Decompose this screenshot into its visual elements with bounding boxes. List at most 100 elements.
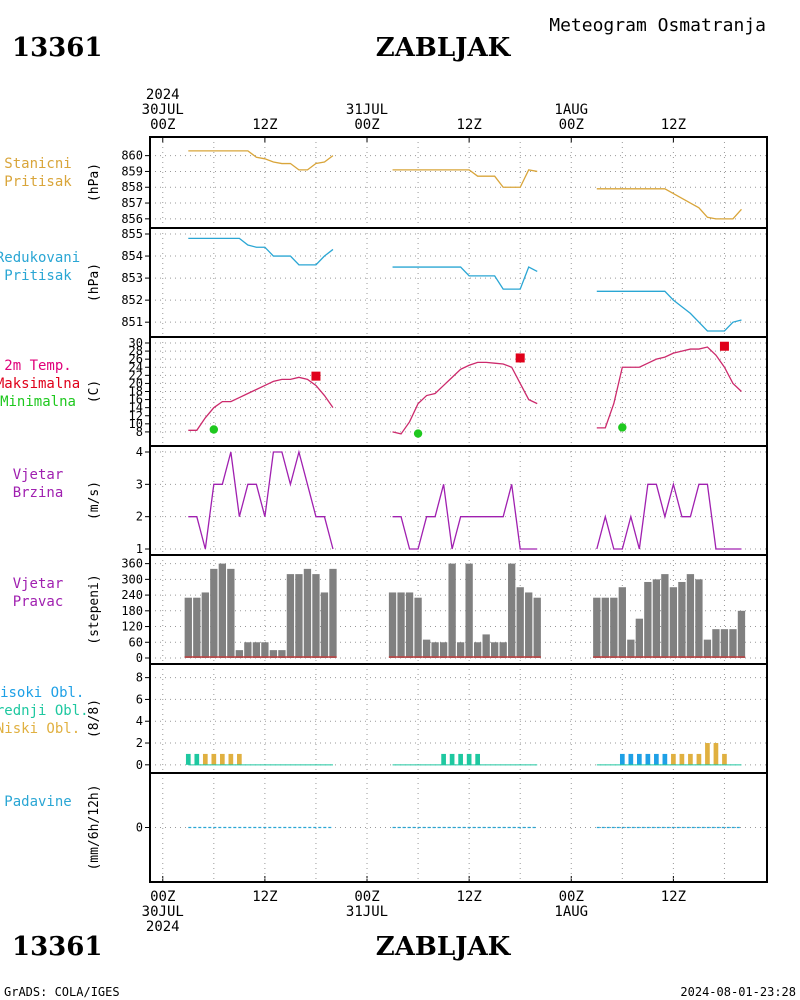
direction-bar xyxy=(439,642,448,658)
station-name-top: ZABLJAK xyxy=(376,33,512,63)
direction-bar xyxy=(473,642,482,658)
y-tick-label: 28 xyxy=(129,344,143,358)
cloud-bar-srednji xyxy=(466,753,472,765)
temperature-line xyxy=(188,376,334,431)
panel-precipitation: 0 (mm/6h/12h) Padavine xyxy=(4,772,768,883)
y-axis-label: (hPa) xyxy=(87,263,102,302)
y-tick-label: 853 xyxy=(121,271,143,285)
direction-bar xyxy=(712,629,720,658)
time-label: 2024 xyxy=(146,919,180,935)
y-tick-label: 22 xyxy=(129,368,143,382)
direction-bar xyxy=(448,563,456,658)
direction-bar xyxy=(397,592,405,658)
direction-bar xyxy=(508,563,516,658)
y-tick-label: 857 xyxy=(121,196,143,210)
legend-entry: Pritisak xyxy=(4,174,72,190)
y-tick-label: 4 xyxy=(136,445,143,459)
direction-bar xyxy=(686,574,695,658)
credit-text: GrADS: COLA/IGES xyxy=(4,985,120,999)
direction-bar xyxy=(516,587,524,658)
legend-entry: Vjetar xyxy=(13,576,64,592)
direction-bar xyxy=(618,587,626,658)
legend-entry: Srednji Obl. xyxy=(0,703,89,719)
direction-bar xyxy=(482,634,490,658)
y-tick-label: 26 xyxy=(129,352,143,366)
time-label: 12Z xyxy=(661,117,686,133)
direction-bar xyxy=(193,597,201,658)
direction-bar xyxy=(533,597,541,658)
direction-bar xyxy=(729,629,737,658)
temperature-line xyxy=(392,361,538,435)
time-label: 12Z xyxy=(252,889,277,905)
direction-bar xyxy=(312,574,320,658)
time-label: 12Z xyxy=(456,889,481,905)
time-label: 00Z xyxy=(559,889,584,905)
legend-entry: Padavine xyxy=(4,794,71,810)
max-temp-marker xyxy=(515,353,525,363)
station-name-bottom: ZABLJAK xyxy=(376,932,512,962)
time-label: 00Z xyxy=(150,117,175,133)
legend-entry: Pravac xyxy=(13,594,64,610)
y-tick-label: 120 xyxy=(121,620,143,634)
direction-bar xyxy=(210,568,218,658)
max-temp-marker xyxy=(311,371,321,381)
y-tick-label: 4 xyxy=(136,714,143,728)
y-tick-label: 20 xyxy=(129,376,143,390)
direction-bar xyxy=(422,639,431,658)
max-temp-marker xyxy=(719,341,729,351)
direction-bar xyxy=(269,650,278,658)
direction-bar xyxy=(652,579,661,658)
wind-speed-line xyxy=(596,481,742,550)
panel-frame xyxy=(149,227,768,338)
y-tick-label: 851 xyxy=(121,315,143,329)
y-tick-label: 12 xyxy=(129,409,143,423)
y-tick-label: 6 xyxy=(136,692,143,706)
direction-bar xyxy=(414,597,422,658)
y-tick-label: 60 xyxy=(129,635,143,649)
y-tick-label: 2 xyxy=(136,510,143,524)
time-label: 31JUL xyxy=(346,904,388,920)
cloud-bar-srednji xyxy=(475,753,480,765)
cloud-bar-visoki xyxy=(654,753,659,765)
station-pressure-line xyxy=(596,188,742,220)
direction-bar xyxy=(261,642,269,658)
time-label: 30JUL xyxy=(142,102,184,118)
legend-entry: 2m Temp. xyxy=(4,358,71,374)
time-label: 2024 xyxy=(146,87,180,103)
direction-bar xyxy=(499,642,507,658)
time-label: 00Z xyxy=(354,889,379,905)
direction-bar xyxy=(227,568,235,658)
panel-frame xyxy=(149,772,768,883)
direction-bar xyxy=(635,618,644,658)
reduced-pressure-line xyxy=(596,290,742,332)
station-pressure-line xyxy=(392,169,538,188)
cloud-bar-niski xyxy=(211,753,217,765)
cloud-bar-niski xyxy=(237,753,242,765)
cloud-bar-visoki xyxy=(662,753,668,765)
cloud-bar-niski xyxy=(679,753,685,765)
cloud-bar-srednji xyxy=(441,753,446,765)
y-tick-label: 852 xyxy=(121,293,143,307)
direction-bar xyxy=(184,597,192,658)
legend-entry: Minimalna xyxy=(0,394,76,410)
panel-reduced-pressure: 851 852 853 854 855 (hPa) Redukovani Pritisak xyxy=(0,227,768,338)
y-tick-label: 1 xyxy=(136,542,143,556)
y-tick-label: 0 xyxy=(136,758,143,772)
direction-bar xyxy=(456,642,465,658)
y-tick-label: 858 xyxy=(121,180,143,194)
y-tick-label: 3 xyxy=(136,477,143,491)
y-tick-label: 854 xyxy=(121,249,143,263)
direction-bar xyxy=(295,574,303,658)
direction-bar xyxy=(218,563,226,658)
direction-bar xyxy=(737,610,746,658)
cloud-bar-visoki xyxy=(619,753,625,765)
cloud-bar-srednji xyxy=(449,753,455,765)
cloud-bar-niski xyxy=(705,743,710,765)
cloud-bar-niski xyxy=(202,753,208,765)
